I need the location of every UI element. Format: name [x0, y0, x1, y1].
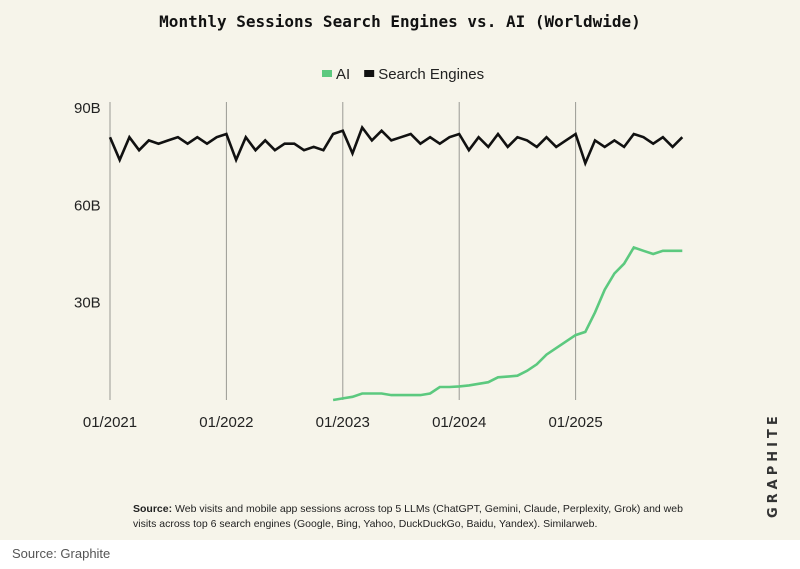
- legend-swatch: [364, 70, 375, 77]
- chart-card: Monthly Sessions Search Engines vs. AI (…: [0, 0, 800, 540]
- line-chart: 01/2021 01/2022 01/2023 01/2024 01/2025 90B 60…: [74, 66, 684, 431]
- legend-swatch: [322, 70, 332, 77]
- y-tick-label: 30B: [74, 295, 101, 312]
- source-text: Web visits and mobile app sessions acros…: [133, 503, 683, 530]
- x-tick-label: 01/2022: [199, 414, 253, 431]
- x-tick-label: 01/2025: [548, 414, 602, 431]
- legend-label: AI: [336, 66, 350, 83]
- series-line-search-engines: [108, 124, 684, 167]
- y-tick-label: 90B: [74, 100, 101, 117]
- legend-label: Search Engines: [378, 66, 484, 83]
- chart-title: Monthly Sessions Search Engines vs. AI (…: [159, 12, 641, 31]
- x-tick-label: 01/2024: [432, 414, 486, 431]
- source-note: Source: Web visits and mobile app sessio…: [133, 502, 693, 532]
- x-tick-label: 01/2023: [316, 414, 370, 431]
- graphite-logo: GRAPHITE: [766, 412, 781, 518]
- x-tick-label: 01/2021: [83, 414, 137, 431]
- source-label: Source:: [133, 503, 173, 515]
- y-tick-label: 60B: [74, 197, 101, 214]
- image-caption: Source: Graphite: [12, 546, 111, 561]
- series-line-ai: [332, 245, 683, 402]
